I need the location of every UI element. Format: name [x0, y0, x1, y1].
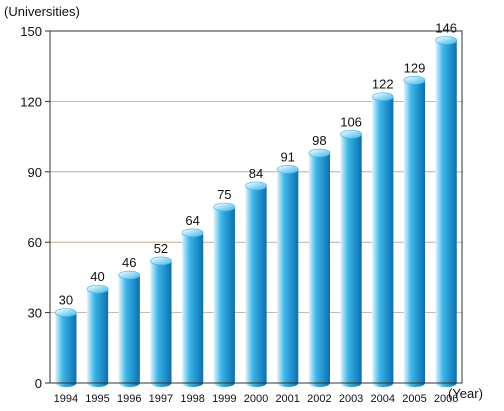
bar-cap: [54, 308, 77, 317]
bar-value-label: 84: [249, 166, 263, 181]
x-tick-label: 2005: [402, 393, 426, 405]
bar: [403, 80, 426, 383]
x-tick-label: 2002: [307, 393, 331, 405]
x-tick-label: 2003: [339, 393, 363, 405]
plot-frame: [49, 30, 463, 384]
y-tick-label: 120: [20, 94, 42, 109]
bar-cap: [213, 202, 236, 212]
bar-value-label: 75: [217, 187, 231, 202]
bar-cap: [181, 228, 204, 238]
bar-cap: [245, 181, 267, 191]
x-tick-label: 2004: [371, 393, 395, 405]
bar-cap: [403, 75, 426, 85]
y-tick-label: 30: [28, 306, 42, 321]
bar-cap: [308, 148, 331, 158]
bar-value-label: 129: [404, 60, 426, 75]
bar-value-label: 52: [154, 241, 168, 256]
bar-cap: [371, 92, 394, 102]
bar: [181, 232, 204, 383]
bar-cap: [276, 165, 299, 174]
bar: [372, 96, 394, 383]
bar: [55, 312, 77, 383]
x-tick-label: 2006: [434, 393, 458, 405]
bar-value-label: 106: [340, 114, 362, 129]
x-tick-label: 1998: [180, 393, 204, 405]
bar-value-label: 64: [185, 213, 199, 228]
x-tick-label: 1997: [149, 393, 173, 405]
y-tick-label: 0: [35, 376, 42, 391]
bar-cap: [435, 36, 458, 45]
x-tick-label: 1996: [117, 393, 141, 405]
bar: [340, 134, 362, 383]
bar: [86, 289, 109, 383]
x-tick-label: 1995: [85, 393, 109, 405]
x-tick-label: 2000: [244, 393, 268, 405]
bar: [150, 260, 172, 383]
bar-value-label: 98: [312, 133, 326, 148]
bar-value-label: 122: [372, 77, 394, 92]
bar-value-label: 91: [280, 149, 294, 164]
x-tick-label: 2001: [275, 393, 299, 405]
x-tick-label: 1994: [54, 393, 78, 405]
y-tick-label: 60: [28, 235, 42, 250]
bar-cap: [340, 129, 362, 139]
bar: [213, 207, 235, 383]
y-tick-label: 90: [28, 165, 42, 180]
bar: [435, 40, 457, 384]
bar: [308, 153, 331, 383]
bar-value-label: 146: [435, 20, 457, 35]
bar-cap: [150, 256, 172, 266]
bar: [277, 169, 299, 383]
bar-value-label: 46: [122, 255, 136, 270]
bar: [118, 275, 140, 383]
bar-cap: [86, 284, 109, 294]
bar: [245, 185, 267, 383]
y-tick-label: 150: [20, 24, 42, 39]
bar-cap: [118, 270, 141, 280]
y-axis-unit-label: (Universities): [4, 4, 80, 19]
bar-value-label: 30: [59, 293, 73, 308]
x-tick-label: 1999: [212, 393, 236, 405]
x-axis-unit-label: (Year): [448, 386, 483, 401]
bar-value-label: 40: [90, 269, 104, 284]
